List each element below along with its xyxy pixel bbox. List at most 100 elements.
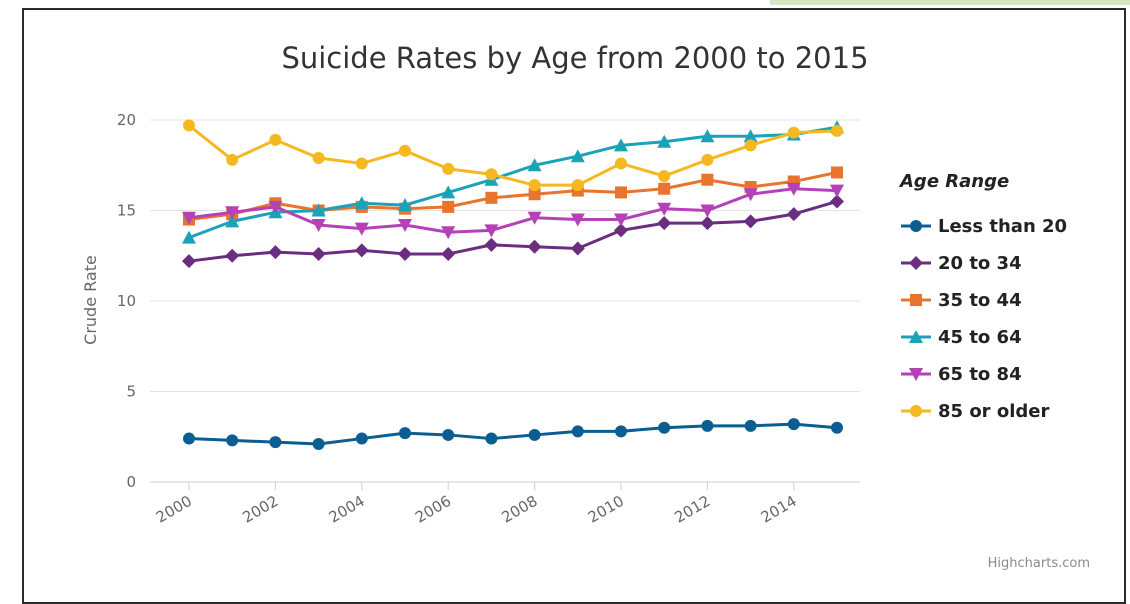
data-point[interactable] [485, 432, 498, 445]
data-point[interactable] [614, 138, 628, 152]
data-point[interactable] [399, 427, 411, 440]
data-point[interactable] [615, 186, 627, 199]
data-point[interactable] [399, 144, 411, 157]
data-point[interactable] [744, 419, 757, 432]
data-point[interactable] [700, 204, 715, 218]
legend-item-85-or-older[interactable]: 85 or older [901, 401, 1049, 422]
x-tick-label: 2014 [758, 492, 800, 527]
data-point[interactable] [701, 419, 714, 432]
data-point[interactable] [183, 119, 195, 132]
data-point[interactable] [355, 432, 368, 445]
data-point[interactable] [744, 139, 757, 152]
data-point[interactable] [226, 153, 239, 166]
data-point[interactable] [658, 421, 671, 434]
data-point[interactable] [528, 428, 541, 441]
data-point[interactable] [182, 230, 196, 244]
x-tick-label: 2008 [499, 492, 541, 527]
data-point[interactable] [570, 213, 585, 227]
data-point[interactable] [485, 191, 498, 204]
data-point[interactable] [527, 211, 542, 225]
data-point[interactable] [312, 437, 325, 450]
data-point[interactable] [311, 218, 326, 232]
data-point[interactable] [527, 239, 542, 254]
data-point[interactable] [226, 434, 239, 447]
data-point[interactable] [787, 418, 800, 431]
x-tick-label: 2010 [585, 492, 627, 527]
y-tick-label: 15 [117, 202, 136, 220]
data-point[interactable] [743, 188, 758, 202]
data-point[interactable] [786, 207, 801, 222]
data-point[interactable] [442, 200, 455, 213]
data-point[interactable] [269, 436, 282, 449]
data-point[interactable] [484, 237, 499, 252]
data-point[interactable] [442, 162, 455, 175]
data-point[interactable] [485, 168, 498, 181]
data-point[interactable] [700, 216, 715, 231]
data-point[interactable] [528, 179, 541, 192]
series-line [188, 125, 838, 240]
data-point[interactable] [657, 202, 672, 216]
data-point[interactable] [269, 133, 282, 146]
data-point[interactable] [484, 224, 499, 238]
data-point[interactable] [441, 185, 456, 199]
data-point[interactable] [615, 157, 627, 170]
data-point[interactable] [658, 170, 671, 183]
legend-item-35-to-44[interactable]: 35 to 44 [901, 290, 1022, 311]
data-point[interactable] [571, 425, 584, 438]
data-point[interactable] [312, 152, 325, 165]
data-point[interactable] [831, 421, 843, 434]
data-point[interactable] [657, 216, 672, 231]
data-point[interactable] [615, 425, 627, 438]
data-point[interactable] [311, 246, 326, 261]
data-point[interactable] [398, 246, 412, 261]
legend-item-less-than-20[interactable]: Less than 20 [901, 216, 1067, 237]
data-point[interactable] [225, 206, 240, 220]
data-point[interactable] [268, 200, 283, 214]
data-point[interactable] [830, 194, 844, 209]
data-point[interactable] [354, 196, 369, 210]
legend-item-45-to-64[interactable]: 45 to 64 [901, 327, 1022, 348]
data-point[interactable] [701, 153, 714, 166]
data-point[interactable] [700, 129, 715, 143]
y-tick-label: 0 [126, 473, 136, 491]
legend-item-65-to-84[interactable]: 65 to 84 [901, 364, 1022, 385]
data-point[interactable] [441, 226, 456, 240]
data-point[interactable] [701, 173, 714, 186]
credits-link[interactable]: Highcharts.com [988, 556, 1090, 571]
data-point[interactable] [527, 158, 542, 172]
data-point[interactable] [442, 428, 455, 441]
data-point[interactable] [570, 241, 585, 256]
data-point[interactable] [268, 245, 283, 260]
data-point[interactable] [183, 432, 195, 445]
data-point[interactable] [571, 179, 584, 192]
data-point[interactable] [743, 129, 758, 143]
series-line [188, 171, 838, 222]
data-point[interactable] [311, 203, 326, 217]
data-point[interactable] [398, 218, 412, 232]
data-point[interactable] [225, 214, 240, 228]
data-point[interactable] [354, 222, 369, 236]
data-point[interactable] [528, 188, 541, 201]
legend-label: 85 or older [938, 401, 1049, 422]
data-point[interactable] [743, 214, 758, 229]
data-point[interactable] [786, 182, 801, 196]
data-point[interactable] [182, 254, 196, 269]
y-axis-ticks: 0 5 10 15 20 [117, 111, 136, 491]
data-point[interactable] [182, 211, 196, 225]
data-point[interactable] [830, 184, 844, 198]
data-point[interactable] [787, 126, 800, 139]
data-point[interactable] [354, 243, 369, 258]
series-65-to-84 [182, 182, 844, 240]
data-point[interactable] [570, 149, 585, 163]
data-point[interactable] [355, 157, 368, 170]
data-point[interactable] [441, 246, 456, 261]
data-point[interactable] [658, 182, 671, 195]
data-point[interactable] [398, 198, 412, 212]
data-point[interactable] [614, 223, 628, 238]
data-point[interactable] [657, 134, 672, 148]
data-point[interactable] [225, 248, 240, 263]
data-point[interactable] [831, 166, 843, 179]
legend-item-20-to-34[interactable]: 20 to 34 [901, 253, 1022, 274]
data-point[interactable] [614, 213, 628, 227]
data-point[interactable] [831, 124, 843, 137]
